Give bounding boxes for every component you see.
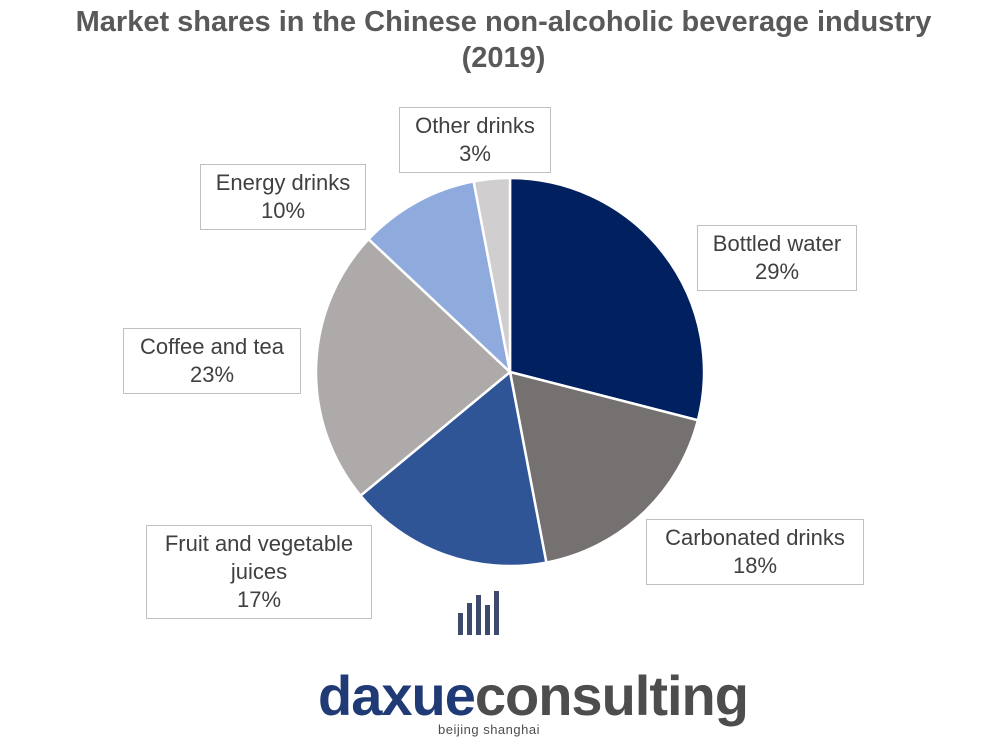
slice-label-energy-drinks: Energy drinks 10% — [200, 164, 366, 230]
slice-label-category: Bottled water — [712, 231, 842, 256]
slice-label-category: Fruit and vegetable juices — [164, 531, 354, 584]
pie-slice-other-drinks — [472, 176, 512, 373]
slice-label-category: Coffee and tea — [140, 334, 284, 359]
pie-slice-carbonated-drinks — [508, 370, 700, 565]
slice-label-carbonated-drinks: Carbonated drinks 18% — [646, 519, 864, 585]
slice-label-value: 18% — [732, 553, 778, 578]
slice-label-value: 3% — [459, 141, 491, 166]
chart-title-line1: Market shares in the Chinese non-alcohol… — [75, 6, 932, 38]
logo-word-daxue: daxue — [318, 664, 476, 727]
slice-label-fruit-and-vegetable-juices: Fruit and vegetable juices 17% — [146, 525, 372, 619]
pie-slice-coffee-and-tea — [314, 237, 512, 498]
slice-label-value: 29% — [754, 259, 800, 284]
logo-wordmark: daxueconsulting — [318, 668, 749, 724]
slice-label-value: 10% — [260, 198, 306, 223]
slice-label-bottled-water: Bottled water 29% — [697, 225, 857, 291]
slice-label-value: 23% — [189, 362, 235, 387]
pie-slice-bottled-water — [508, 176, 706, 422]
pie-slice-energy-drinks — [366, 179, 512, 376]
slice-label-category: Carbonated drinks — [665, 525, 845, 550]
pie-slice-fruit-and-vegetable-juices — [358, 369, 548, 568]
logo-tagline: beijing shanghai — [438, 722, 540, 737]
slice-label-coffee-and-tea: Coffee and tea 23% — [123, 328, 301, 394]
daxue-consulting-logo: daxueconsulting beijing shanghai — [318, 591, 778, 740]
chart-title-line2: (2019) — [461, 42, 546, 74]
slice-label-category: Energy drinks — [215, 170, 351, 195]
chart-title: Market shares in the Chinese non-alcohol… — [0, 4, 1007, 76]
slice-label-other-drinks: Other drinks 3% — [399, 107, 551, 173]
logo-word-consulting: consulting — [474, 664, 749, 727]
slice-label-category: Other drinks — [415, 113, 535, 138]
slice-label-value: 17% — [236, 587, 282, 612]
